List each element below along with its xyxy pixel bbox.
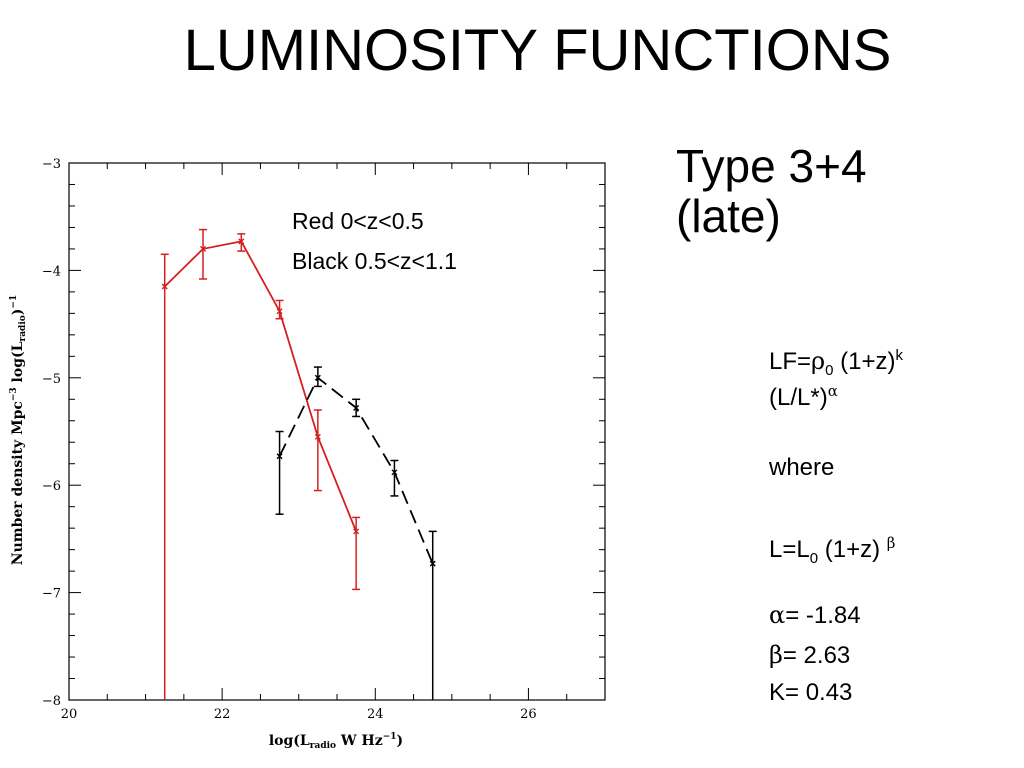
y-axis-title: Number density Mpc−3 log(Lradio)−1: [9, 295, 28, 565]
type-line-1: Type 3+4: [676, 140, 867, 192]
data-point: [314, 374, 321, 381]
k-value: K= 0.43: [769, 679, 853, 706]
alpha-symbol: α: [769, 601, 786, 629]
data-point-mark: [238, 238, 245, 245]
beta-value: β= 2.63: [769, 643, 850, 668]
data-point-mark: [314, 433, 321, 440]
y-tick-label: −5: [42, 372, 61, 387]
lf-prefix: LF=: [769, 348, 812, 375]
data-point-mark: [161, 283, 168, 290]
plot-frame: [68, 162, 606, 701]
l-subscript: 0: [809, 549, 819, 567]
data-point: [200, 245, 206, 252]
series-line-0: [164, 240, 357, 532]
k-superscript: k: [895, 347, 904, 364]
data-point-mark: [200, 245, 206, 252]
beta-value-text: = 2.63: [782, 642, 851, 669]
data-point: [353, 404, 360, 411]
type-line-2: (late): [676, 190, 781, 242]
beta-symbol: β: [769, 641, 783, 669]
data-point: [353, 528, 360, 535]
legend-black: Black 0.5<z<1.1: [292, 248, 457, 274]
data-point-mark: [353, 528, 360, 535]
y-tick-label: −7: [42, 587, 61, 602]
y-tick-label: −3: [42, 157, 61, 172]
luminosity-chart: 20 22 24 26−3−4−5−6−7−8 log(Lradio W Hz−1) …: [9, 157, 606, 751]
x-tick-label: 22: [214, 707, 231, 722]
alpha-superscript: α: [827, 382, 838, 400]
data-point: [238, 238, 245, 245]
alpha-value-text: = -1.84: [785, 602, 861, 629]
y-tick-label: −4: [42, 264, 61, 279]
type-heading: Type 3+4 (late): [676, 141, 867, 241]
lf-equation: LF=ρ0 (1+z)k: [769, 348, 903, 378]
lf-mid: (1+z): [833, 348, 896, 375]
x-tick-label: 26: [520, 707, 537, 722]
l-prefix: L=L: [769, 536, 810, 563]
x-axis-title: log(Lradio W Hz−1): [269, 732, 403, 751]
y-tick-label: −6: [42, 479, 61, 494]
data-point-mark: [276, 453, 283, 460]
l-equation: L=L0 (1+z) β: [769, 536, 895, 566]
where-text: where: [769, 454, 835, 481]
data-point: [314, 433, 321, 440]
data-point: [276, 308, 283, 315]
data-point-mark: [276, 308, 283, 315]
beta-superscript: β: [886, 534, 896, 552]
data-point-mark: [429, 560, 436, 567]
data-point: [276, 453, 283, 460]
slide-title: LUMINOSITY FUNCTIONS: [183, 18, 892, 83]
rho-subscript: 0: [825, 361, 834, 379]
lf-equation-ratio: (L/L*)α: [769, 384, 838, 410]
data-point-mark: [314, 374, 321, 381]
x-tick-label: 24: [367, 707, 384, 722]
legend-red: Red 0<z<0.5: [292, 208, 424, 234]
l-mid: (1+z): [818, 536, 887, 563]
data-point: [429, 560, 436, 567]
data-point: [391, 469, 398, 476]
lf-ratio: (L/L*): [769, 384, 828, 411]
y-tick-label: −8: [42, 694, 61, 709]
alpha-value: α= -1.84: [769, 603, 861, 628]
data-point: [161, 283, 168, 290]
data-point-mark: [353, 404, 360, 411]
x-tick-label: 20: [61, 707, 78, 722]
rho-symbol: ρ: [811, 347, 826, 375]
data-point-mark: [391, 469, 398, 476]
